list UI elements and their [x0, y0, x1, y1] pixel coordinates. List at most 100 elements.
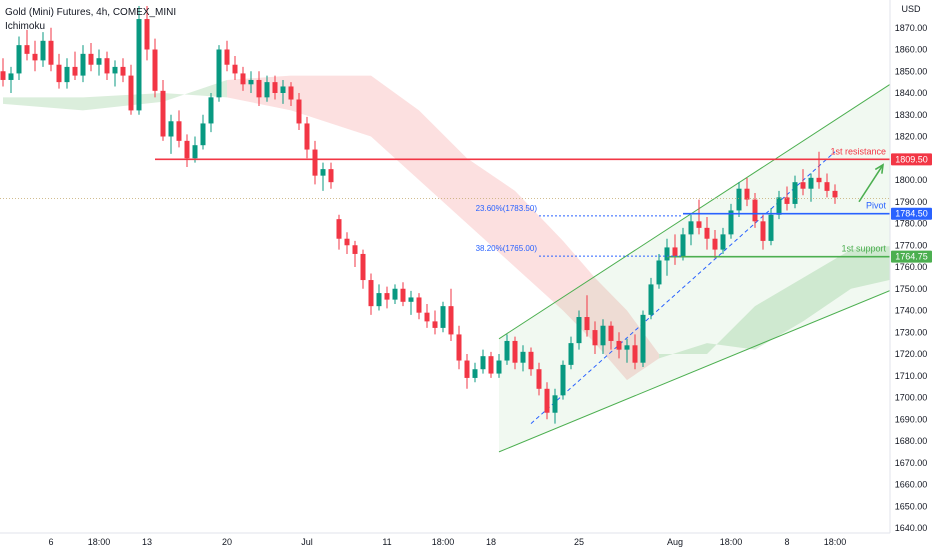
level-price-tag: [891, 250, 932, 263]
cloud-segment: [419, 110, 467, 224]
candle-body: [544, 388, 550, 413]
projection-arrow: [858, 164, 884, 203]
candle-body: [624, 345, 630, 350]
candle-body: [424, 312, 430, 322]
candle-body: [832, 190, 838, 198]
y-tick-label: 1730.00: [895, 327, 928, 337]
candle-body: [360, 253, 366, 281]
y-tick-label: 1710.00: [895, 371, 928, 381]
y-tick-label: 1740.00: [895, 306, 928, 316]
level-label: Pivot: [866, 201, 887, 211]
candle-body: [760, 221, 766, 241]
candle-body: [464, 360, 470, 378]
y-tick-label: 1770.00: [895, 240, 928, 250]
level-price-text: 1809.50: [895, 154, 928, 164]
y-tick-label: 1850.00: [895, 66, 928, 76]
candle-body: [376, 293, 382, 307]
candle-body: [528, 351, 534, 370]
cloud-segment: [707, 306, 755, 354]
cloud-segment: [755, 277, 803, 350]
candle-body: [128, 75, 134, 111]
candle-body: [600, 325, 606, 346]
x-tick-label: 8: [784, 537, 789, 547]
candle-body: [328, 169, 334, 183]
fib-label: 23.60%(1783.50): [476, 204, 538, 213]
candle-body: [40, 40, 46, 61]
candle-body: [200, 123, 206, 146]
x-tick-label: 20: [222, 537, 232, 547]
candle-body: [560, 364, 566, 396]
y-tick-label: 1820.00: [895, 132, 928, 142]
x-tick-label: 18: [486, 537, 496, 547]
candle-body: [104, 58, 110, 74]
candle-body: [168, 121, 174, 137]
candle-body: [392, 288, 398, 300]
y-tick-label: 1750.00: [895, 284, 928, 294]
cloud-segment: [291, 75, 371, 137]
candle-body: [96, 58, 102, 65]
level-label: 1st resistance: [830, 146, 886, 156]
y-tick-label: 1870.00: [895, 23, 928, 33]
candle-body: [728, 210, 734, 235]
candle-body: [448, 306, 454, 335]
x-tick-label: Aug: [667, 537, 683, 547]
x-tick-label: 6: [48, 537, 53, 547]
y-tick-label: 1660.00: [895, 480, 928, 490]
candle-body: [400, 288, 406, 302]
cloud-segment: [803, 249, 851, 322]
candle-body: [480, 356, 486, 370]
candle-body: [696, 221, 702, 228]
candle-body: [304, 123, 310, 150]
candle-body: [64, 66, 70, 83]
candle-body: [432, 321, 438, 328]
candle-body: [408, 297, 414, 302]
candle-body: [72, 66, 78, 76]
y-tick-label: 1840.00: [895, 88, 928, 98]
cloud-segment: [3, 97, 83, 111]
candle-body: [88, 53, 94, 65]
x-tick-label: Jul: [301, 537, 313, 547]
candle-body: [440, 306, 446, 328]
candle-body: [0, 71, 6, 80]
candle-body: [720, 234, 726, 250]
candle-body: [776, 197, 782, 215]
y-tick-label: 1670.00: [895, 458, 928, 468]
symbol-title[interactable]: Gold (Mini) Futures, 4h, COMEX_MINI: [5, 7, 177, 18]
candle-body: [656, 260, 662, 285]
candle-body: [664, 247, 670, 261]
x-tick-label: 25: [574, 537, 584, 547]
cloud-segment: [83, 93, 163, 111]
candle-body: [224, 49, 230, 65]
y-tick-label: 1790.00: [895, 197, 928, 207]
candle-body: [16, 45, 22, 74]
indicator-label[interactable]: Ichimoku: [5, 21, 46, 32]
candle-body: [520, 351, 526, 363]
candle-body: [792, 182, 798, 204]
candle-body: [816, 177, 822, 183]
x-tick-label: 13: [142, 537, 152, 547]
cloud-segment: [467, 158, 515, 267]
candle-body: [640, 314, 646, 363]
candle-body: [8, 73, 14, 80]
candle-body: [208, 97, 214, 124]
candle-body: [488, 356, 494, 374]
time-axis-bg: [0, 533, 932, 550]
candle-body: [240, 73, 246, 85]
candle-body: [112, 66, 118, 74]
candle-body: [384, 293, 390, 300]
x-tick-label: 18:00: [88, 537, 111, 547]
candle-body: [352, 245, 358, 254]
candle-body: [768, 214, 774, 241]
candle-body: [496, 360, 502, 374]
candle-body: [288, 86, 294, 100]
y-tick-label: 1860.00: [895, 45, 928, 55]
price-axis-bg: [890, 0, 932, 550]
candle-body: [472, 369, 478, 378]
x-tick-label: 18:00: [720, 537, 743, 547]
candle-body: [688, 221, 694, 235]
level-price-tag: [891, 207, 932, 220]
candle-body: [712, 238, 718, 250]
y-tick-label: 1800.00: [895, 175, 928, 185]
y-tick-label: 1650.00: [895, 501, 928, 511]
